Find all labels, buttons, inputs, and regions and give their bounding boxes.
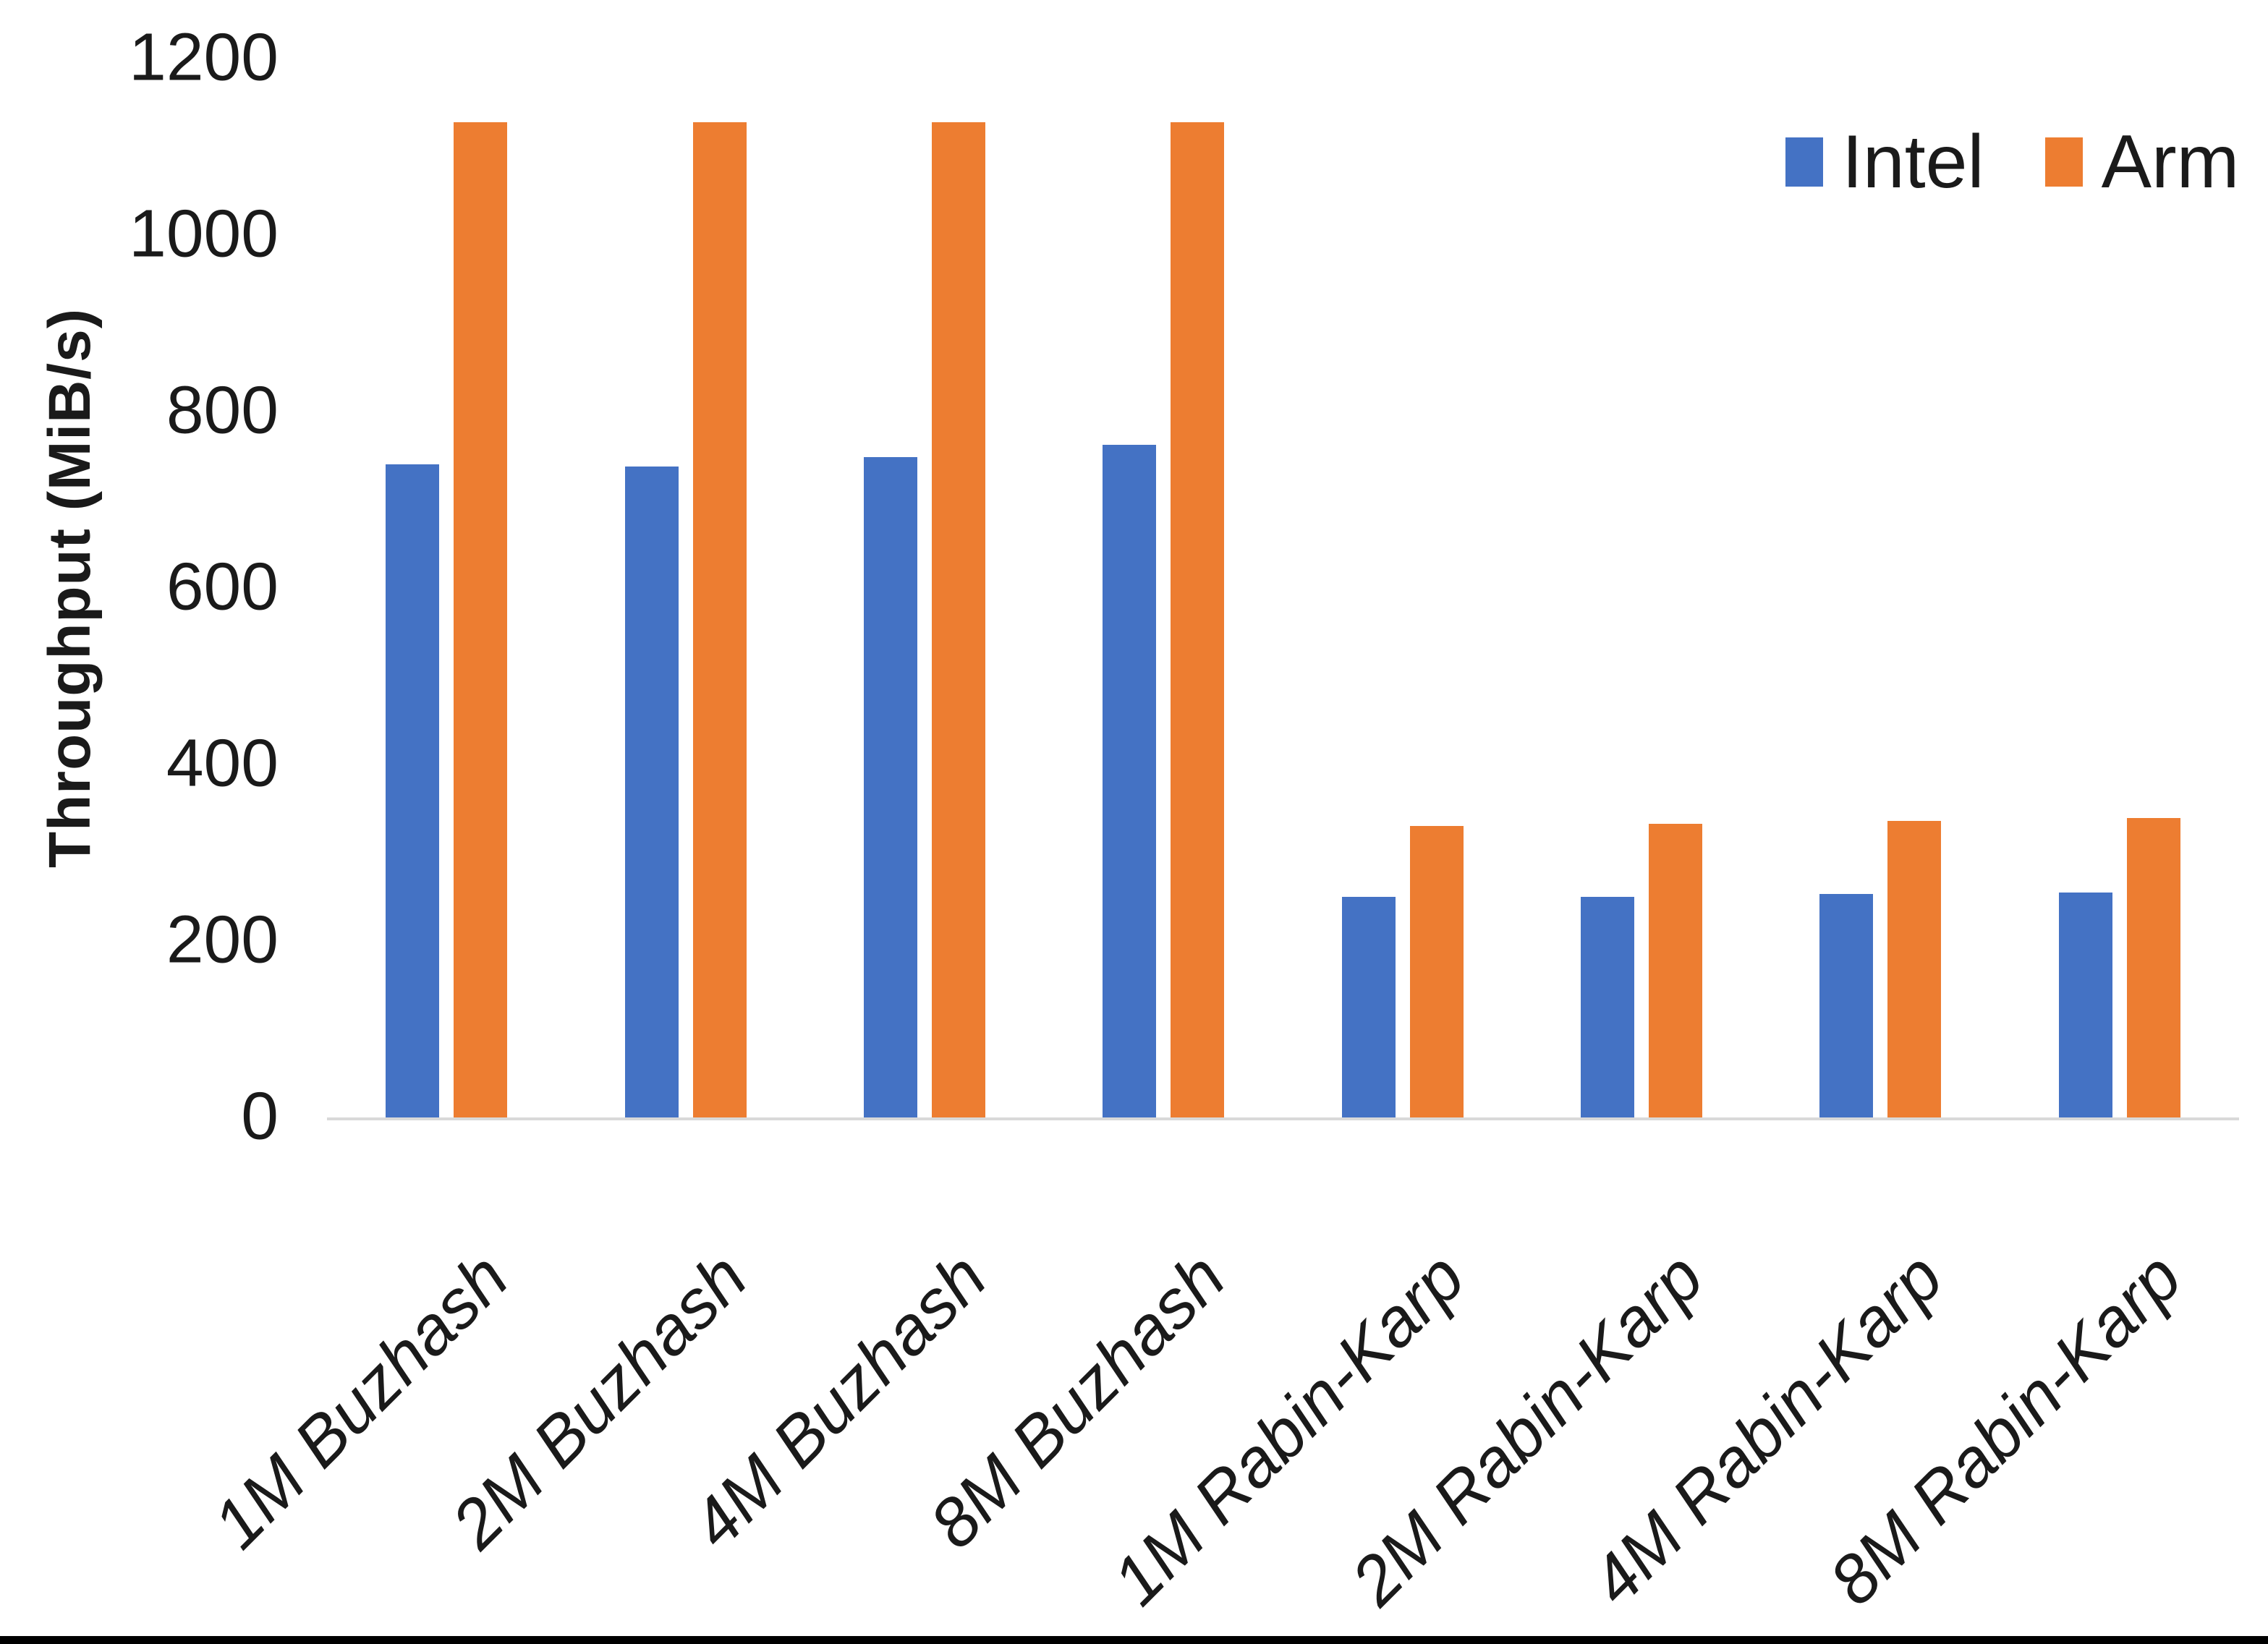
bar-intel-8m-buzhash xyxy=(1103,445,1157,1117)
x-axis-line xyxy=(327,1117,2239,1120)
bar-arm-4m-rabin-karp xyxy=(1887,821,1942,1117)
y-tick-label-1200: 1200 xyxy=(129,19,279,95)
legend-label-intel: Intel xyxy=(1842,120,1984,204)
bar-arm-1m-buzhash xyxy=(454,122,508,1117)
legend-swatch-intel xyxy=(1785,137,1823,187)
y-tick-label-200: 200 xyxy=(166,901,279,977)
bottom-border xyxy=(0,1636,2268,1644)
bar-intel-4m-buzhash xyxy=(863,457,917,1117)
legend-item-intel: Intel xyxy=(1785,124,1984,200)
bar-intel-1m-rabin-karp xyxy=(1341,897,1396,1117)
legend: Intel Arm xyxy=(1785,124,2239,200)
legend-label-arm: Arm xyxy=(2101,120,2240,204)
bar-arm-8m-rabin-karp xyxy=(2126,818,2180,1117)
y-tick-label-0: 0 xyxy=(241,1078,279,1154)
bar-intel-2m-rabin-karp xyxy=(1581,897,1635,1117)
bar-arm-1m-rabin-karp xyxy=(1409,826,1464,1117)
bar-intel-2m-buzhash xyxy=(624,466,679,1117)
bar-arm-2m-buzhash xyxy=(692,122,747,1117)
legend-item-arm: Arm xyxy=(2044,120,2240,204)
y-tick-label-400: 400 xyxy=(166,725,279,801)
bar-intel-8m-rabin-karp xyxy=(2058,892,2112,1117)
bar-arm-2m-rabin-karp xyxy=(1649,823,1703,1117)
legend-swatch-arm xyxy=(2044,137,2083,187)
bar-intel-1m-buzhash xyxy=(386,464,440,1117)
bar-intel-4m-rabin-karp xyxy=(1819,894,1874,1117)
y-tick-label-1000: 1000 xyxy=(129,195,279,271)
bar-arm-4m-buzhash xyxy=(931,122,985,1117)
y-tick-label-600: 600 xyxy=(166,548,279,624)
bar-arm-8m-buzhash xyxy=(1171,122,1225,1117)
y-tick-label-800: 800 xyxy=(166,372,279,448)
